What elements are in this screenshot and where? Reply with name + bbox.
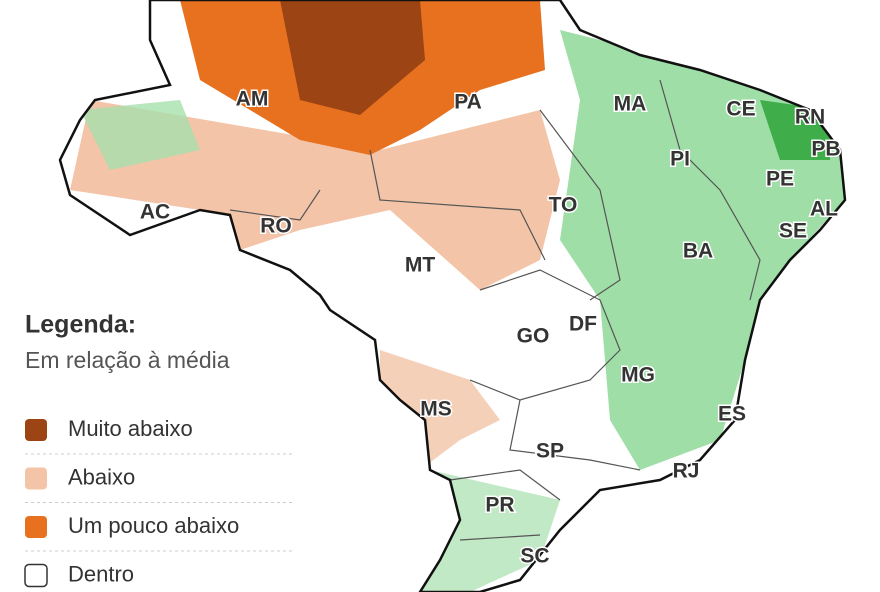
state-label: MS [420, 398, 452, 421]
state-label: RJ [673, 460, 700, 483]
legend-label: Dentro [68, 561, 134, 586]
legend-title: Legenda: [25, 311, 136, 339]
state-label: AC [140, 201, 170, 224]
legend-swatch [25, 467, 47, 490]
state-label: PA [454, 91, 482, 114]
legend-subtitle: Em relação à média [25, 347, 230, 373]
state-label: BA [683, 240, 713, 263]
state-label: GO [517, 325, 550, 348]
state-label: MG [621, 364, 655, 387]
state-label: SP [536, 440, 564, 463]
state-label: AL [810, 198, 838, 221]
state-label: PI [670, 148, 690, 171]
state-borders [229, 79, 761, 541]
legend-label: Muito abaixo [68, 416, 193, 441]
legend-swatch [25, 419, 47, 441]
state-label: AM [236, 88, 269, 111]
state-label: ES [718, 403, 746, 426]
state-label: MT [405, 254, 435, 277]
legend-swatch [25, 516, 47, 538]
legend-swatch [24, 563, 48, 588]
state-label: MA [614, 93, 647, 116]
legend-label: Abaixo [68, 464, 135, 489]
state-label: PR [485, 494, 514, 517]
state-label: SE [779, 220, 807, 243]
state-label: RN [795, 106, 825, 129]
state-label: SC [520, 545, 549, 568]
state-label: TO [549, 194, 578, 217]
country-outline [58, 0, 847, 592]
state-label: PE [766, 168, 794, 191]
state-label: CE [726, 98, 755, 121]
legend: Legenda: Em relação à média Muito abaixo… [24, 311, 295, 588]
state-label: DF [569, 313, 597, 336]
state-label: RO [260, 215, 292, 238]
legend-label: Um pouco abaixo [68, 513, 239, 538]
state-label: PB [811, 138, 840, 161]
